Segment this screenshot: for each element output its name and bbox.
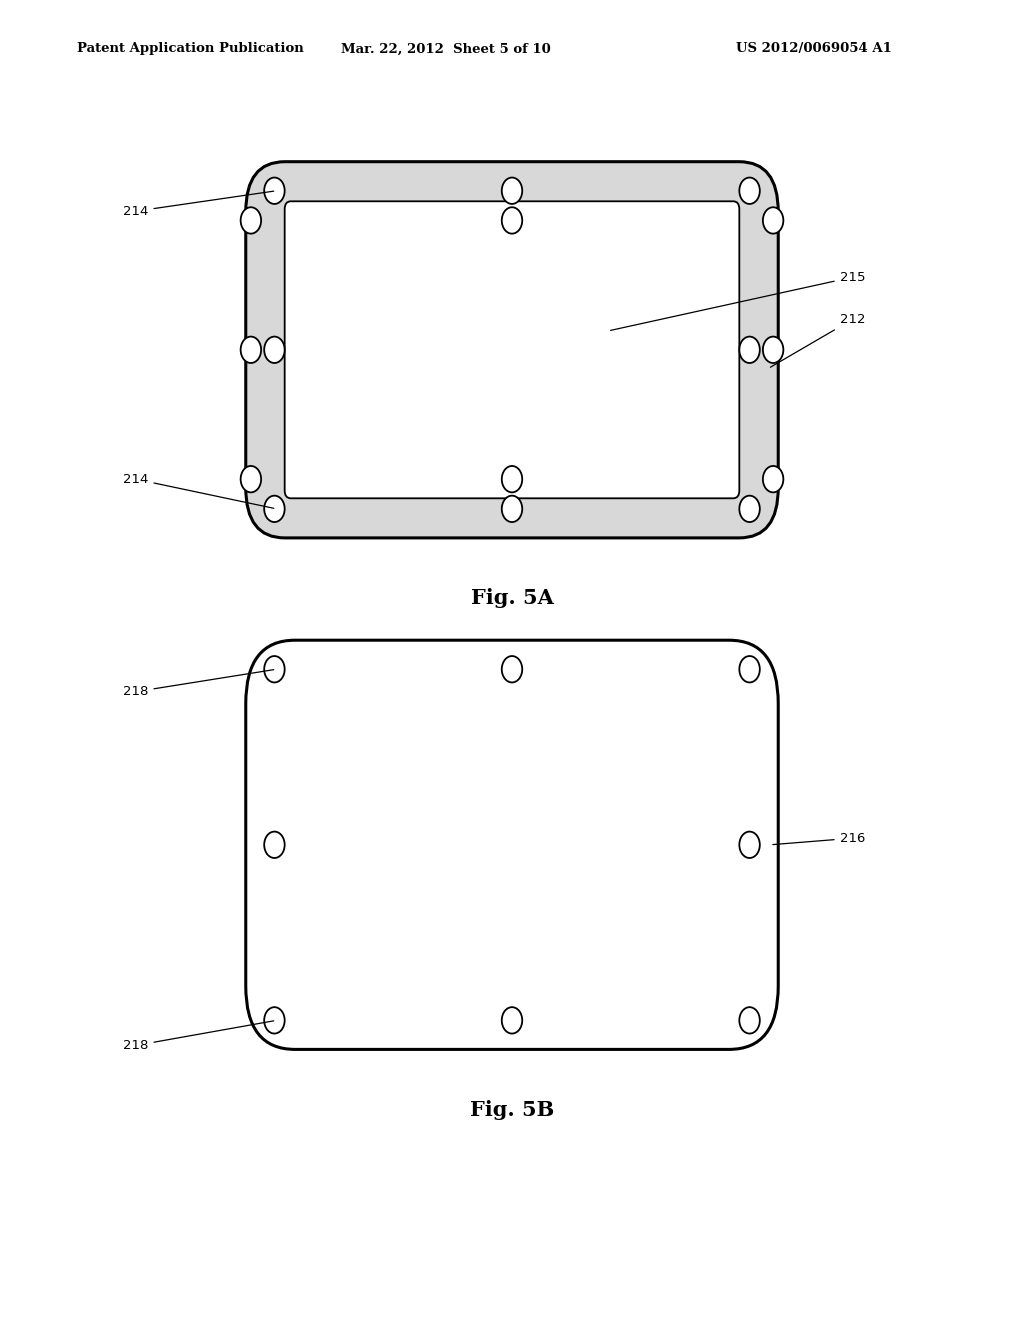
- Text: 216: 216: [773, 832, 865, 845]
- Circle shape: [739, 1007, 760, 1034]
- Circle shape: [763, 207, 783, 234]
- Circle shape: [763, 337, 783, 363]
- Circle shape: [264, 177, 285, 205]
- Text: Mar. 22, 2012  Sheet 5 of 10: Mar. 22, 2012 Sheet 5 of 10: [341, 42, 550, 55]
- Circle shape: [241, 207, 261, 234]
- FancyBboxPatch shape: [246, 162, 778, 539]
- Circle shape: [763, 466, 783, 492]
- Circle shape: [739, 495, 760, 521]
- Circle shape: [739, 832, 760, 858]
- Circle shape: [502, 656, 522, 682]
- Circle shape: [502, 207, 522, 234]
- Circle shape: [264, 832, 285, 858]
- Text: Patent Application Publication: Patent Application Publication: [77, 42, 303, 55]
- FancyBboxPatch shape: [285, 201, 739, 498]
- FancyBboxPatch shape: [246, 640, 778, 1049]
- Circle shape: [502, 177, 522, 205]
- Circle shape: [264, 337, 285, 363]
- Text: 214: 214: [123, 473, 273, 508]
- Text: 218: 218: [123, 1020, 273, 1052]
- Circle shape: [739, 337, 760, 363]
- Circle shape: [739, 177, 760, 205]
- Text: 215: 215: [610, 271, 865, 330]
- Circle shape: [241, 337, 261, 363]
- Circle shape: [739, 656, 760, 682]
- Text: 214: 214: [123, 191, 273, 218]
- Circle shape: [264, 1007, 285, 1034]
- Text: Fig. 5B: Fig. 5B: [470, 1100, 554, 1119]
- Circle shape: [264, 656, 285, 682]
- Circle shape: [502, 466, 522, 492]
- Circle shape: [264, 495, 285, 521]
- Circle shape: [241, 466, 261, 492]
- Text: 212: 212: [770, 313, 865, 367]
- Circle shape: [502, 495, 522, 521]
- Text: 218: 218: [123, 669, 273, 698]
- Text: US 2012/0069054 A1: US 2012/0069054 A1: [736, 42, 892, 55]
- Circle shape: [502, 1007, 522, 1034]
- Text: Fig. 5A: Fig. 5A: [471, 589, 553, 609]
